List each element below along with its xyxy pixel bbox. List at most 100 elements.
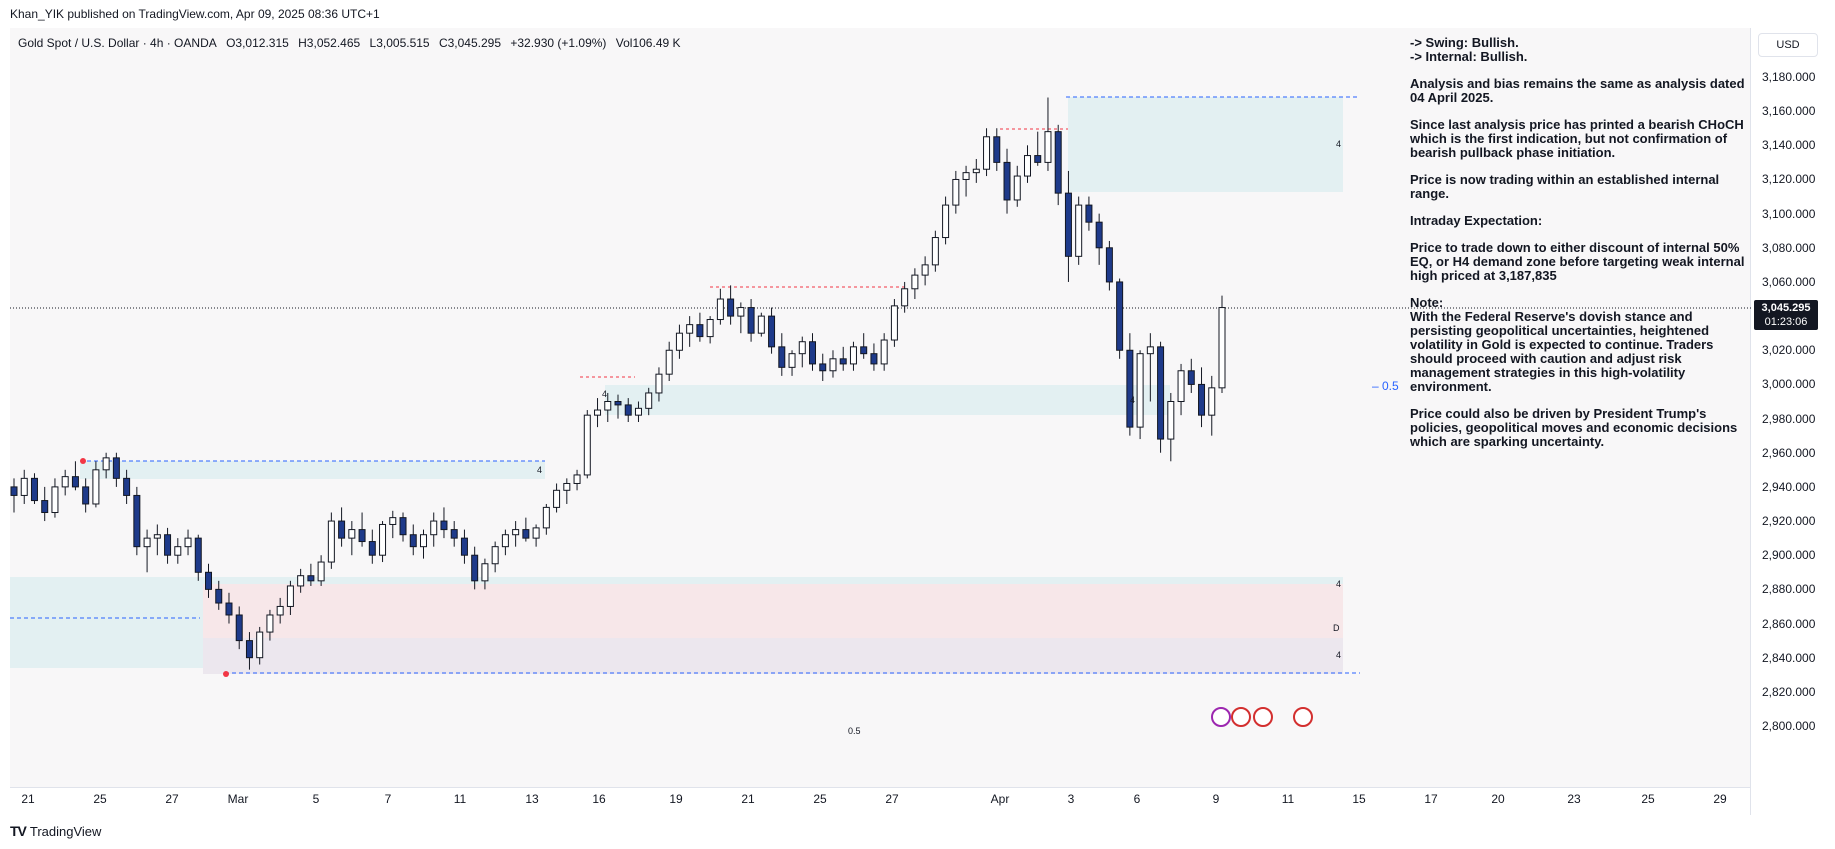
time-tick: Apr xyxy=(990,792,1010,806)
us-flag-event-icon xyxy=(1293,707,1313,727)
time-tick: 19 xyxy=(669,792,683,806)
candle-bullish xyxy=(276,605,284,616)
candle-bearish xyxy=(235,614,243,642)
candle-bullish xyxy=(655,373,663,394)
demand-zone xyxy=(10,588,203,668)
time-tick: 21 xyxy=(741,792,755,806)
candle-bullish xyxy=(430,520,438,536)
time-tick: 25 xyxy=(93,792,107,806)
candle-bullish xyxy=(1208,387,1216,416)
analysis-paragraph: Analysis and bias remains the same as an… xyxy=(1410,76,1745,105)
time-tick: 25 xyxy=(813,792,827,806)
volume-value: Vol106.49 K xyxy=(615,36,681,50)
candle-bullish xyxy=(389,517,397,525)
ohlc-low: L3,005.515 xyxy=(369,36,430,50)
candle-bearish xyxy=(440,520,448,531)
candle-bullish xyxy=(686,324,694,334)
candle-bullish xyxy=(665,349,673,375)
candle-bearish xyxy=(860,346,868,355)
candle-bullish xyxy=(757,315,765,334)
time-tick: 27 xyxy=(165,792,179,806)
candle-bullish xyxy=(634,407,642,416)
price-tick: 3,100.000 xyxy=(1762,206,1816,221)
chart-area[interactable] xyxy=(10,28,1751,815)
candle-bearish xyxy=(778,346,786,368)
candle-bullish xyxy=(153,534,161,539)
candle-bearish xyxy=(225,602,233,616)
price-tick: 3,180.000 xyxy=(1762,70,1816,84)
candle-bullish xyxy=(716,298,724,321)
demand-zone xyxy=(10,577,1343,588)
symbol-name[interactable]: Gold Spot / U.S. Dollar · 4h · OANDA xyxy=(18,36,217,50)
candle-bearish xyxy=(368,541,376,556)
candle-bullish xyxy=(501,534,509,548)
candle-bearish xyxy=(245,640,253,659)
supply-zone xyxy=(1068,97,1343,192)
candle-bearish xyxy=(624,404,632,416)
price-tick: 3,020.000 xyxy=(1762,343,1816,358)
candle-bullish xyxy=(256,631,264,659)
time-tick: 11 xyxy=(453,792,467,806)
candle-bullish xyxy=(1013,175,1021,201)
candle-bullish xyxy=(890,305,898,341)
daily-zone xyxy=(203,638,1343,674)
price-tick: 3,140.000 xyxy=(1762,138,1816,153)
candle-bullish xyxy=(266,614,274,633)
tradingview-logo[interactable]: TV TradingView xyxy=(10,823,101,839)
candle-bullish xyxy=(542,506,550,529)
candle-bullish xyxy=(737,307,745,317)
candle-bearish xyxy=(1116,281,1124,351)
candle-bullish xyxy=(61,476,69,488)
candle-bullish xyxy=(911,274,919,290)
candle-bullish xyxy=(901,288,909,307)
candle-bearish xyxy=(338,520,346,539)
candle-bearish xyxy=(727,298,735,317)
publish-header: Khan_YIK published on TradingView.com, A… xyxy=(10,7,380,21)
candle-bearish xyxy=(1054,131,1062,194)
eq-zone xyxy=(605,385,1170,415)
candle-bearish xyxy=(809,341,817,365)
candle-bullish xyxy=(143,537,151,548)
currency-button[interactable]: USD xyxy=(1758,33,1818,57)
candle-bearish xyxy=(1085,204,1093,223)
price-tick: 3,000.000 xyxy=(1762,377,1816,392)
time-axis[interactable] xyxy=(10,787,1750,816)
candle-bearish xyxy=(1064,192,1072,257)
candle-bullish xyxy=(51,486,59,514)
candle-bullish xyxy=(491,546,499,565)
candle-bearish xyxy=(1003,161,1011,201)
price-tick: 2,940.000 xyxy=(1762,479,1816,494)
candle-bullish xyxy=(573,474,581,484)
candle-bullish xyxy=(962,172,970,180)
pink-zone xyxy=(203,584,1343,638)
time-tick: 3 xyxy=(1067,792,1075,806)
price-tick: 2,980.000 xyxy=(1762,411,1816,426)
note-body: With the Federal Reserve's dovish stance… xyxy=(1410,309,1714,394)
candle-bullish xyxy=(92,469,100,505)
price-tick: 2,840.000 xyxy=(1762,650,1816,665)
candle-bearish xyxy=(1105,247,1113,283)
candle-bearish xyxy=(164,534,172,556)
analysis-paragraph: Price to trade down to either discount o… xyxy=(1410,240,1745,283)
internal-bias: -> Internal: Bullish. xyxy=(1410,49,1528,64)
candle-bullish xyxy=(952,178,960,206)
eq-label: – 0.5 xyxy=(1372,379,1399,393)
candle-bearish xyxy=(71,476,79,488)
symbol-info-bar: Gold Spot / U.S. Dollar · 4h · OANDA O3,… xyxy=(18,36,687,50)
price-axis[interactable] xyxy=(1752,28,1835,815)
us-flag-event-icon xyxy=(1231,707,1251,727)
candle-bullish xyxy=(297,575,305,587)
time-tick: 7 xyxy=(384,792,392,806)
price-tick: 2,820.000 xyxy=(1762,684,1816,699)
candle-bullish xyxy=(583,414,591,476)
candle-bearish xyxy=(30,477,38,502)
candle-bearish xyxy=(194,537,202,573)
price-tick: 2,960.000 xyxy=(1762,445,1816,460)
candle-bearish xyxy=(215,588,223,604)
candle-bullish xyxy=(286,585,294,607)
zone-count-label: 4 xyxy=(1336,579,1341,589)
candle-bearish xyxy=(522,529,530,539)
ohlc-high: H3,052.465 xyxy=(298,36,361,50)
candle-bullish xyxy=(706,319,714,338)
